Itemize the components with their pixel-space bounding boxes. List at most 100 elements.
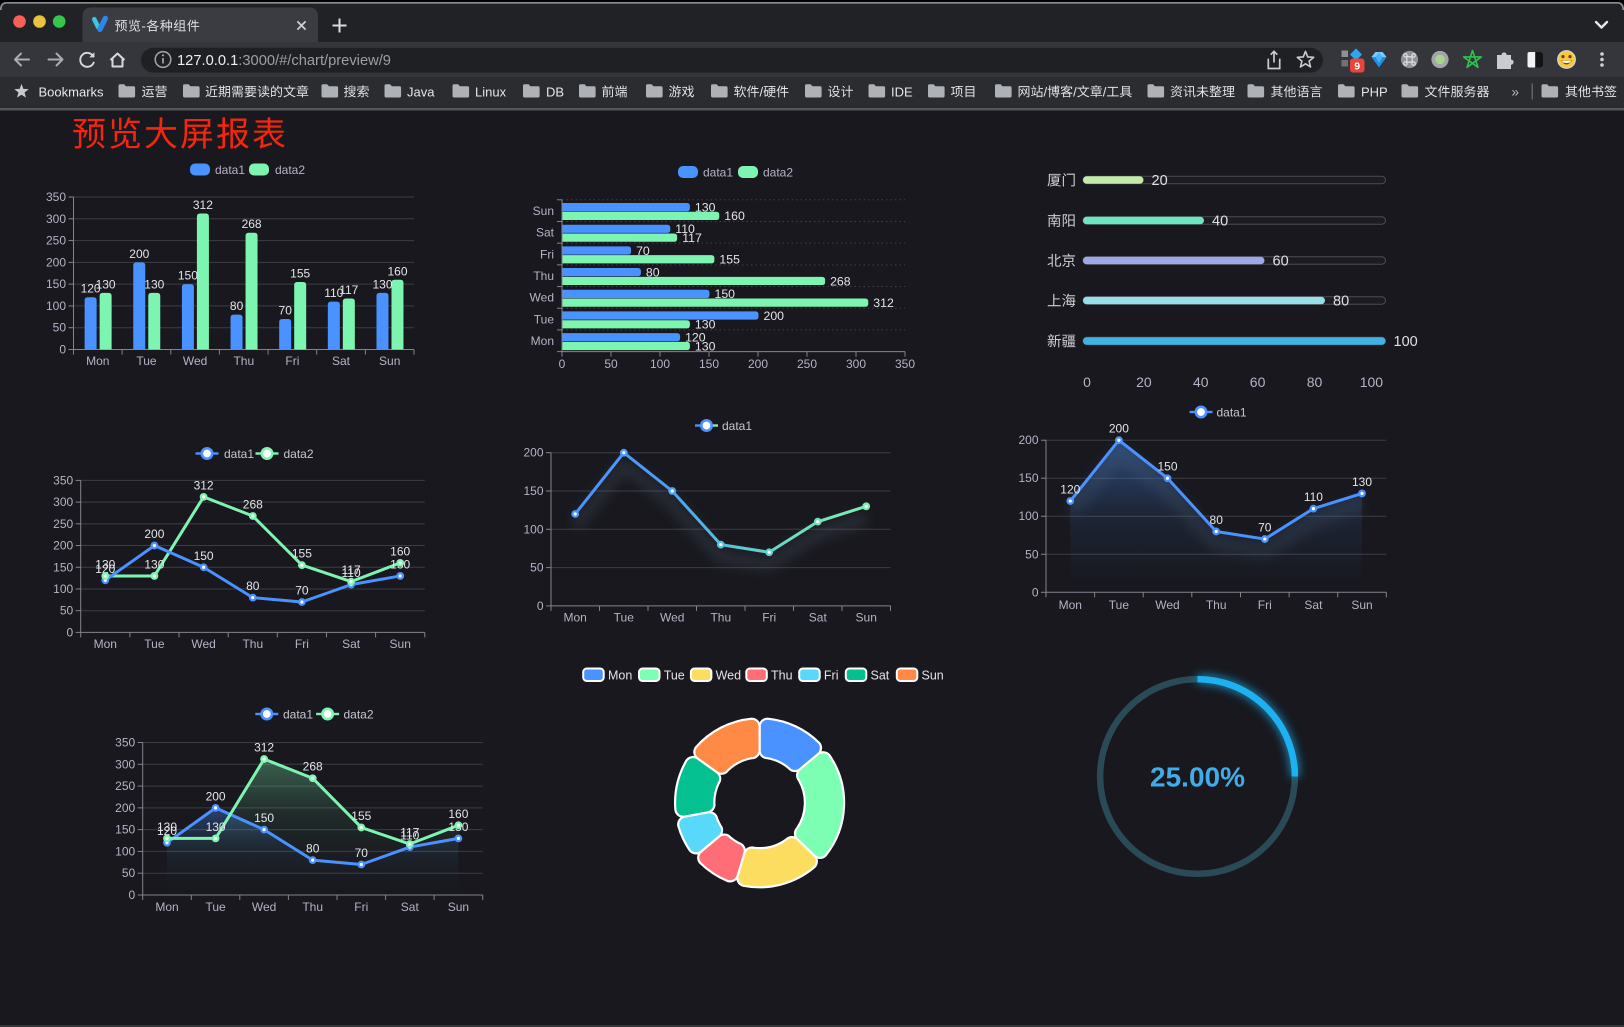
svg-text:70: 70: [636, 244, 650, 258]
svg-text:155: 155: [351, 809, 371, 823]
svg-text:100: 100: [523, 522, 543, 536]
svg-text:160: 160: [724, 209, 745, 223]
svg-text:data2: data2: [763, 165, 793, 179]
svg-text:Tue: Tue: [136, 354, 157, 368]
svg-text:155: 155: [719, 253, 740, 267]
svg-text:80: 80: [230, 299, 244, 313]
svg-text:Thu: Thu: [710, 611, 731, 625]
svg-text:Sun: Sun: [533, 204, 554, 218]
svg-text:100: 100: [115, 844, 135, 858]
svg-text:80: 80: [646, 266, 660, 280]
svg-text:150: 150: [1018, 471, 1038, 485]
svg-text:20: 20: [1152, 173, 1168, 189]
svg-text:120: 120: [95, 562, 115, 576]
svg-text:Mon: Mon: [608, 668, 632, 682]
svg-text:150: 150: [1157, 460, 1177, 474]
svg-text:110: 110: [342, 566, 361, 580]
svg-text:250: 250: [53, 517, 73, 531]
svg-text:200: 200: [206, 789, 226, 803]
svg-text:50: 50: [530, 561, 544, 575]
svg-text:350: 350: [46, 190, 66, 204]
svg-text:200: 200: [1018, 433, 1038, 447]
svg-text:350: 350: [895, 357, 915, 371]
svg-text:60: 60: [1250, 374, 1266, 390]
svg-text:155: 155: [290, 267, 310, 281]
svg-text:130: 130: [695, 200, 716, 214]
svg-text:150: 150: [715, 287, 736, 301]
svg-text:150: 150: [699, 357, 719, 371]
svg-text:Sat: Sat: [342, 637, 361, 651]
svg-text:Sat: Sat: [809, 611, 828, 625]
svg-text:250: 250: [797, 357, 817, 371]
svg-text:Mon: Mon: [155, 900, 178, 914]
svg-text:Sun: Sun: [856, 611, 877, 625]
svg-text:data2: data2: [344, 707, 374, 721]
svg-text:150: 150: [194, 549, 214, 563]
svg-text:data1: data1: [1217, 405, 1247, 419]
svg-text:250: 250: [115, 779, 135, 793]
svg-text:-: -: [142, 19, 146, 34]
svg-text:130: 130: [695, 318, 716, 332]
svg-text:150: 150: [178, 269, 198, 283]
svg-text:350: 350: [115, 736, 135, 750]
svg-text:Sun: Sun: [379, 354, 400, 368]
svg-text:data1: data1: [215, 163, 245, 177]
svg-text:312: 312: [194, 478, 214, 492]
svg-text:117: 117: [342, 563, 361, 577]
svg-text:70: 70: [279, 304, 293, 318]
svg-text:Wed: Wed: [191, 637, 215, 651]
svg-text:Sun: Sun: [922, 668, 944, 682]
svg-text:Sun: Sun: [448, 900, 469, 914]
svg-text:/: /: [1073, 84, 1077, 99]
svg-text:312: 312: [193, 198, 213, 212]
svg-text:160: 160: [387, 264, 407, 278]
svg-text:312: 312: [873, 296, 894, 310]
svg-text:120: 120: [81, 282, 101, 296]
svg-text:250: 250: [46, 234, 66, 248]
svg-text:110: 110: [1304, 490, 1323, 504]
svg-text:110: 110: [324, 286, 343, 300]
svg-text:120: 120: [685, 331, 706, 345]
svg-text:0: 0: [559, 357, 566, 371]
svg-text:200: 200: [53, 539, 73, 553]
svg-text:200: 200: [748, 357, 768, 371]
svg-text:150: 150: [46, 277, 66, 291]
svg-text:130: 130: [372, 277, 392, 291]
svg-text:160: 160: [390, 544, 410, 558]
svg-text:Wed: Wed: [530, 291, 554, 305]
svg-text:80: 80: [1210, 513, 1224, 527]
svg-text:80: 80: [246, 579, 260, 593]
svg-text:Linux: Linux: [475, 84, 507, 99]
svg-text:40: 40: [1212, 214, 1228, 230]
svg-text:200: 200: [115, 801, 135, 815]
svg-text:Thu: Thu: [533, 269, 554, 283]
svg-text:70: 70: [355, 846, 369, 860]
svg-text:130: 130: [157, 820, 177, 834]
svg-text:50: 50: [1025, 547, 1039, 561]
svg-text:Sun: Sun: [390, 637, 411, 651]
svg-text:Wed: Wed: [252, 900, 276, 914]
svg-text:110: 110: [675, 222, 695, 236]
svg-text:Sat: Sat: [536, 226, 555, 240]
svg-text:80: 80: [1307, 374, 1323, 390]
svg-text:»: »: [1512, 85, 1520, 100]
svg-text:Fri: Fri: [824, 668, 839, 682]
svg-text:/: /: [1103, 84, 1107, 99]
svg-text:117: 117: [400, 826, 419, 840]
svg-text:Thu: Thu: [242, 637, 263, 651]
svg-text:268: 268: [243, 498, 263, 512]
svg-text:Thu: Thu: [302, 900, 323, 914]
svg-text:Tue: Tue: [1109, 598, 1130, 612]
svg-text:100: 100: [53, 582, 73, 596]
svg-text:/: /: [760, 84, 764, 99]
svg-text:268: 268: [830, 274, 851, 288]
svg-text:data1: data1: [224, 447, 254, 461]
svg-text:80: 80: [1333, 294, 1349, 310]
svg-text:0: 0: [59, 343, 66, 357]
svg-text:80: 80: [306, 842, 320, 856]
svg-text:268: 268: [242, 217, 262, 231]
svg-text:Tue: Tue: [144, 637, 165, 651]
svg-text:150: 150: [254, 811, 274, 825]
svg-text:/: /: [1044, 84, 1048, 99]
svg-text:0: 0: [537, 599, 544, 613]
